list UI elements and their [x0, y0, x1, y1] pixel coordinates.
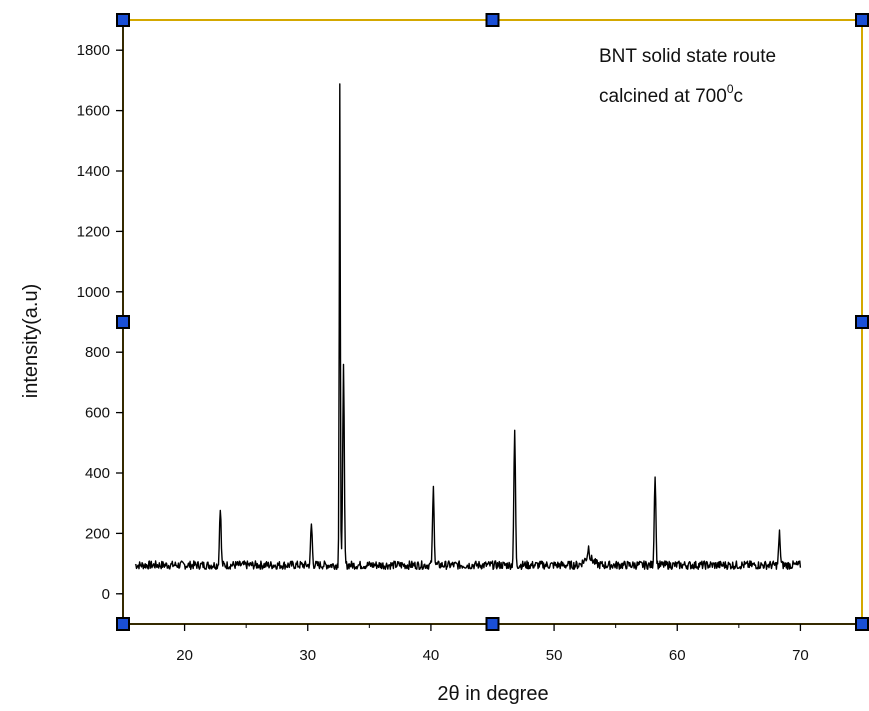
annotation-line-2-main: calcined at 700 — [599, 86, 727, 107]
x-tick-label: 30 — [299, 647, 316, 664]
x-tick-label: 60 — [669, 647, 686, 664]
annotation-superscript: 0 — [727, 82, 734, 96]
y-tick-label: 400 — [85, 465, 110, 482]
selection-handle — [485, 617, 500, 631]
selection-handle — [855, 617, 869, 631]
x-axis-title: 2θ in degree — [437, 683, 548, 705]
series-line — [134, 83, 802, 570]
y-tick-label: 1600 — [77, 103, 110, 120]
annotation-suffix: c — [734, 86, 744, 107]
annotation-line-1: BNT solid state route — [599, 46, 776, 67]
plot-frame-group — [122, 19, 863, 625]
selection-handle — [116, 315, 130, 329]
selection-handle — [485, 13, 500, 27]
selection-handle — [116, 617, 130, 631]
y-axis: 0 200 400 600 800 1000 1200 1400 1600 1800 — [77, 42, 123, 603]
selection-handle — [855, 13, 869, 27]
y-axis-title: intensity(a.u) — [20, 284, 42, 399]
x-tick-label: 40 — [423, 647, 440, 664]
y-tick-label: 1200 — [77, 223, 110, 240]
x-tick-label: 50 — [546, 647, 563, 664]
y-tick-label: 1400 — [77, 163, 110, 180]
x-tick-label: 20 — [176, 647, 193, 664]
plot-frame — [122, 19, 863, 625]
x-tick-label: 70 — [792, 647, 809, 664]
y-tick-label: 600 — [85, 405, 110, 422]
selection-handles — [116, 13, 869, 631]
y-tick-label: 0 — [102, 586, 110, 603]
selection-handle — [116, 13, 130, 27]
y-tick-label: 1000 — [77, 284, 110, 301]
annotation-line-2: calcined at 7000c — [599, 82, 743, 107]
y-tick-label: 1800 — [77, 42, 110, 59]
y-tick-label: 800 — [85, 344, 110, 361]
selection-handle — [855, 315, 869, 329]
y-tick-label: 200 — [85, 525, 110, 542]
x-axis: 20 30 40 50 60 70 — [176, 624, 809, 664]
